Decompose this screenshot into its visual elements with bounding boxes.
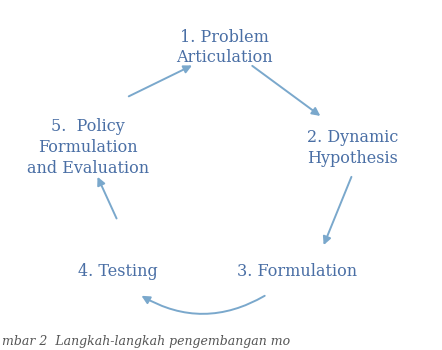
Text: 2. Dynamic
Hypothesis: 2. Dynamic Hypothesis bbox=[307, 129, 398, 167]
Text: 1. Problem
Articulation: 1. Problem Articulation bbox=[176, 29, 273, 66]
Text: 4. Testing: 4. Testing bbox=[78, 262, 158, 280]
Text: 5.  Policy
Formulation
and Evaluation: 5. Policy Formulation and Evaluation bbox=[27, 118, 149, 177]
Text: 3. Formulation: 3. Formulation bbox=[237, 262, 357, 280]
Text: mbar 2  Langkah-langkah pengembangan mo: mbar 2 Langkah-langkah pengembangan mo bbox=[3, 335, 290, 348]
